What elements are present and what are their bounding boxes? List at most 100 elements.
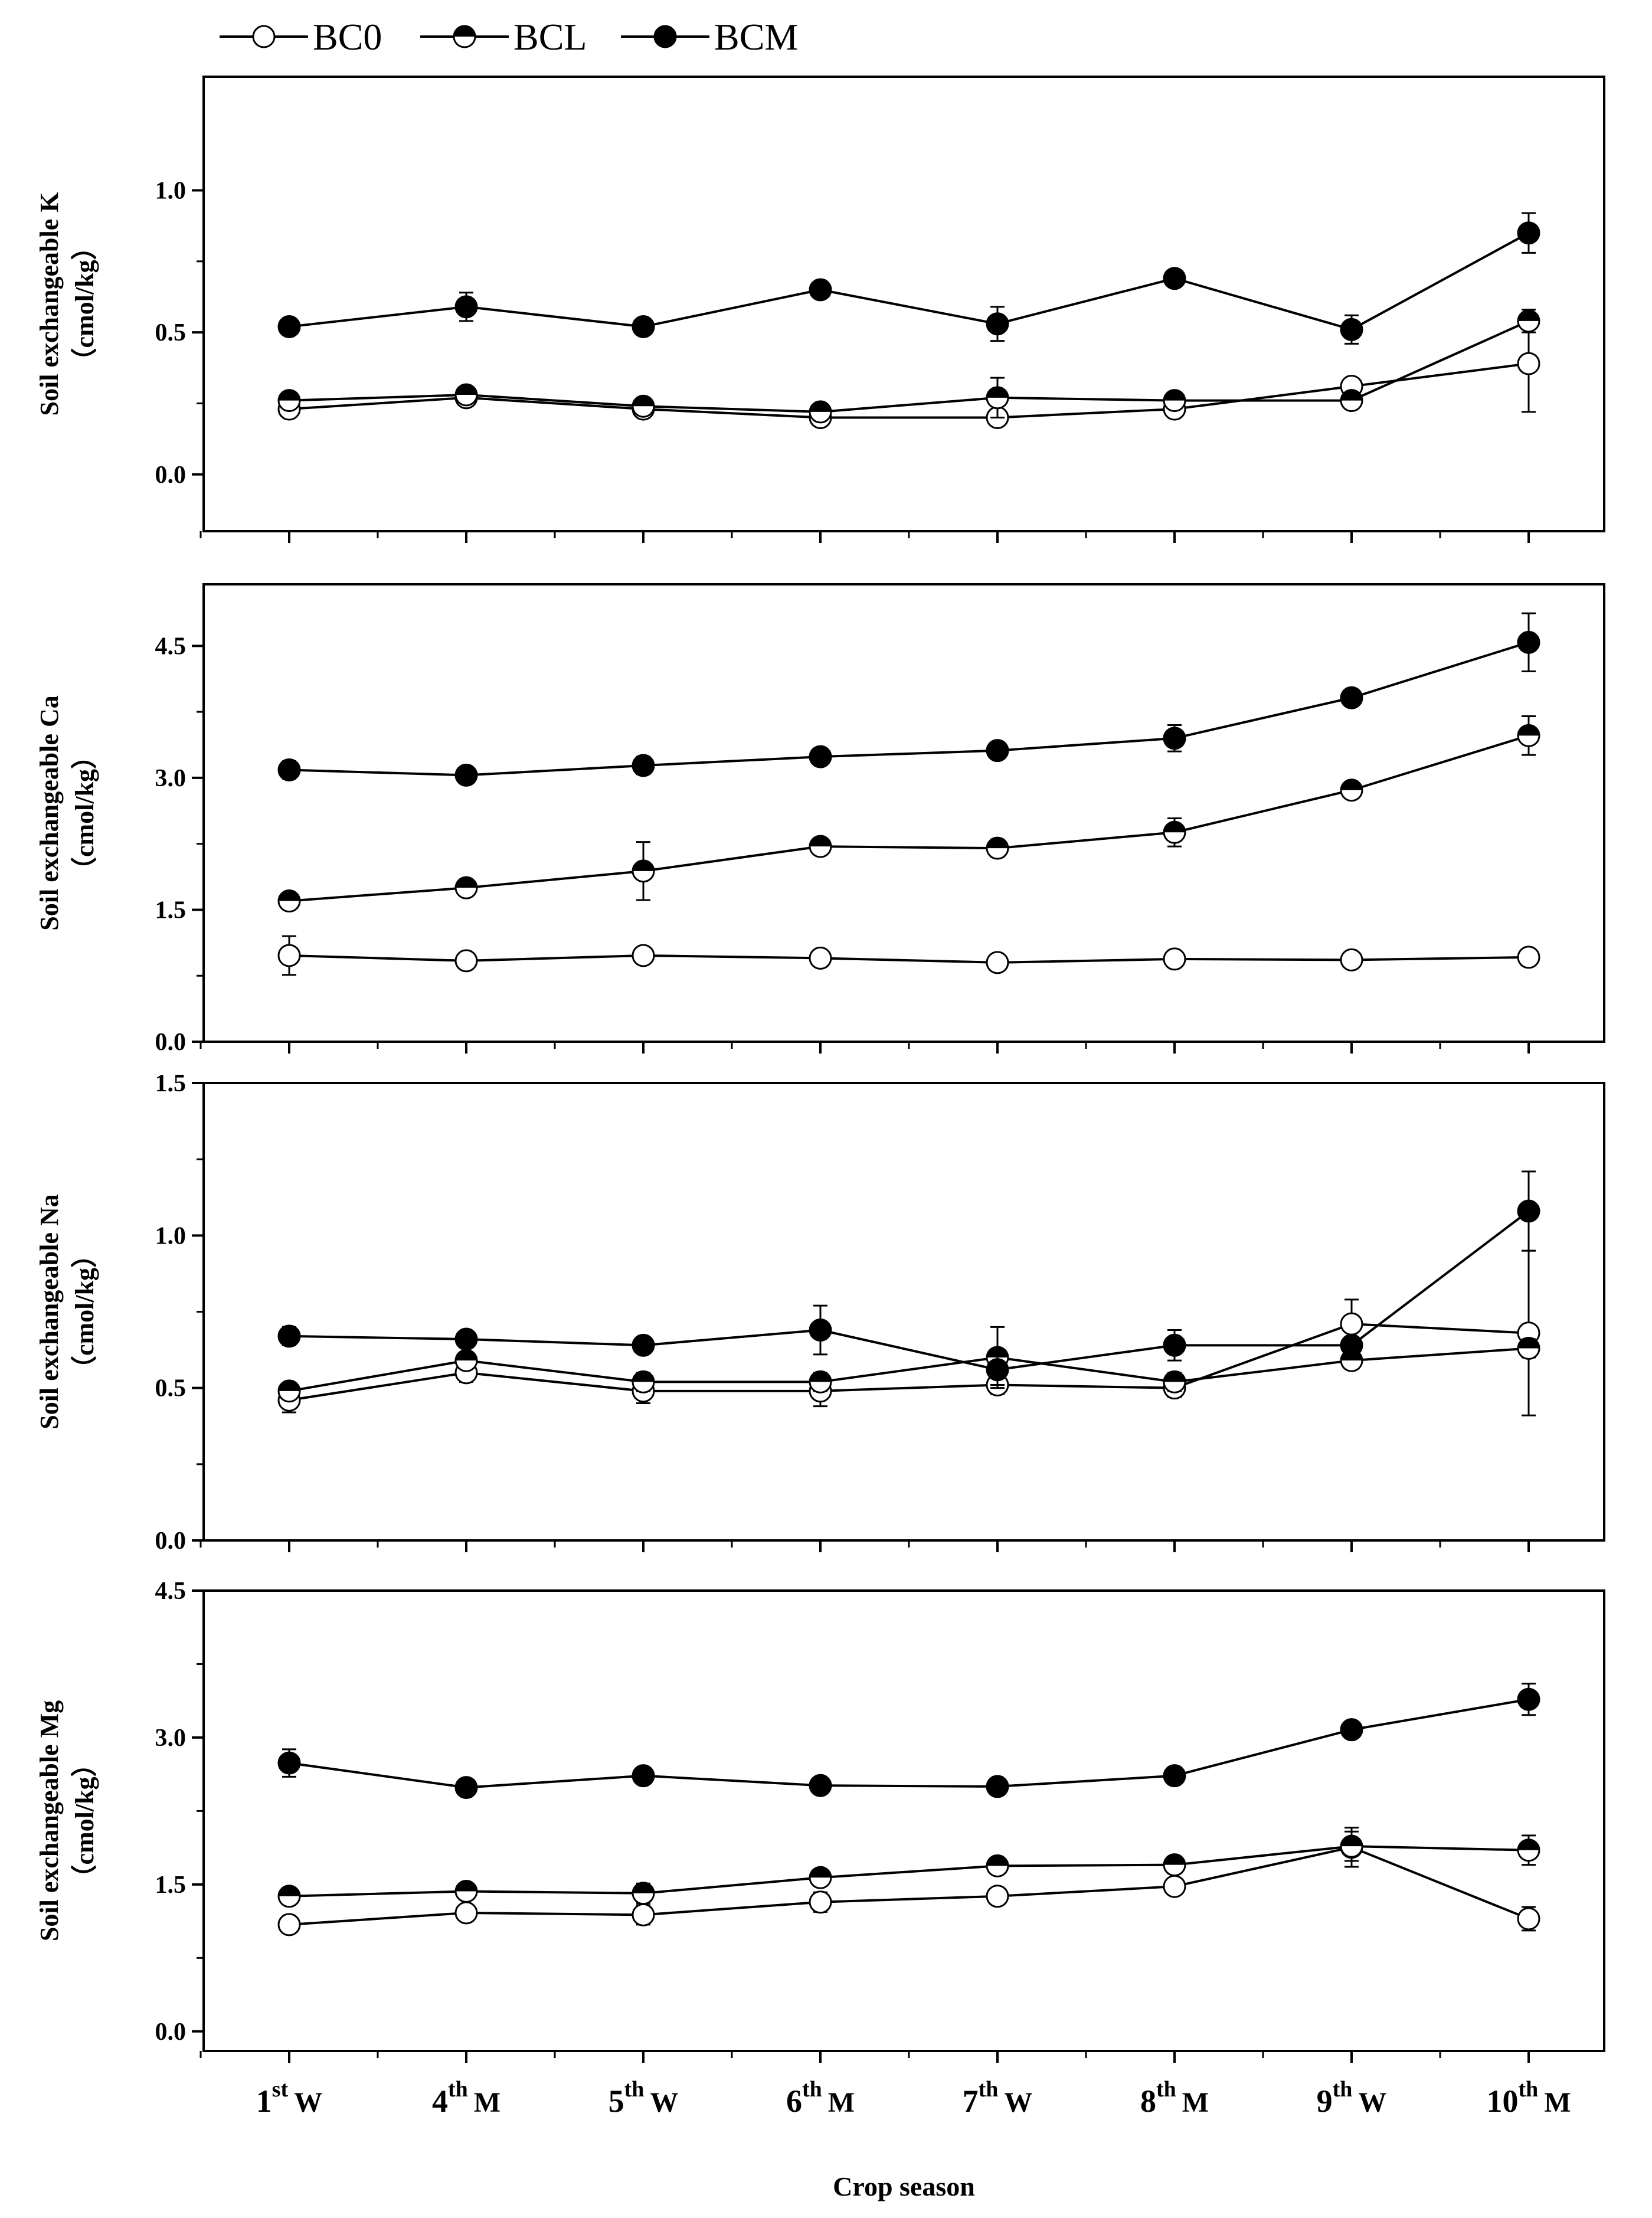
legend-label-bc0: BC0 xyxy=(313,16,382,58)
x-tick-suffix: W xyxy=(294,2087,322,2118)
data-point-bcm-shape xyxy=(454,295,478,319)
data-point-bcm xyxy=(632,315,655,338)
data-point-bcm-shape xyxy=(1517,1687,1540,1711)
y-tick-label: 4.5 xyxy=(155,633,187,660)
data-point-bcl xyxy=(632,859,655,883)
data-point-bc0 xyxy=(986,951,1009,974)
data-point-bc0-shape xyxy=(454,949,478,973)
data-point-bcl xyxy=(454,1879,478,1903)
data-point-bc0 xyxy=(454,949,478,973)
data-point-bcl xyxy=(1163,1853,1186,1877)
data-point-bcm xyxy=(1517,221,1540,245)
data-point-bcl-fill xyxy=(456,1880,477,1892)
data-point-bc0-shape xyxy=(1517,946,1540,969)
data-point-bcl xyxy=(454,1349,478,1372)
data-point-bc0 xyxy=(277,944,301,967)
series-line-bcl xyxy=(289,320,1529,413)
data-point-bcl xyxy=(632,1370,655,1393)
x-tick-superscript: th xyxy=(802,2077,822,2102)
data-point-bcm-shape xyxy=(632,754,655,777)
legend-marker-bc0-shape xyxy=(252,25,276,48)
x-tick-superscript: th xyxy=(448,2077,468,2102)
data-point-bcl-fill xyxy=(1164,390,1185,401)
series-bcm xyxy=(277,1683,1540,1800)
data-point-bcm xyxy=(454,1776,478,1800)
data-point-bcl xyxy=(1163,820,1186,844)
x-tick-number: 7 xyxy=(963,2083,979,2119)
data-point-bcl-fill xyxy=(1341,1836,1362,1847)
series-bcl xyxy=(277,1830,1540,1908)
data-point-bcl xyxy=(277,1885,301,1908)
y-axis-unit: （cmol/kg） xyxy=(70,234,99,374)
data-point-bcl xyxy=(1163,1370,1186,1393)
y-axis-label: Soil exchangeable Na xyxy=(35,1194,64,1429)
data-point-bcm xyxy=(1340,1718,1363,1742)
x-tick-suffix: M xyxy=(828,2087,855,2118)
data-point-bcm xyxy=(632,1764,655,1788)
data-point-bcm-shape xyxy=(454,1776,478,1800)
data-point-bcl-fill xyxy=(456,384,477,395)
data-point-bcm xyxy=(1517,630,1540,654)
data-point-bcm-shape xyxy=(809,1319,832,1342)
data-point-bcl xyxy=(277,1379,301,1403)
data-point-bc0 xyxy=(809,946,832,970)
data-point-bcl xyxy=(454,876,478,899)
y-tick-label: 0.5 xyxy=(155,319,187,346)
y-tick-label: 0.0 xyxy=(155,2019,187,2046)
data-point-bcm xyxy=(277,1751,301,1775)
data-point-bcm xyxy=(277,758,301,781)
data-point-bcm xyxy=(1340,318,1363,341)
data-point-bcm-shape xyxy=(1517,1199,1540,1223)
data-point-bcm xyxy=(1340,1333,1363,1357)
data-point-bcl-fill xyxy=(987,1855,1008,1866)
y-axis-unit: （cmol/kg） xyxy=(70,1242,99,1382)
series-bcm xyxy=(277,1170,1540,1386)
data-point-bcm-shape xyxy=(454,1327,478,1351)
data-point-bcm xyxy=(277,1324,301,1348)
data-point-bcl xyxy=(986,1854,1009,1877)
data-point-bcm xyxy=(809,1774,832,1797)
plot-frame xyxy=(202,583,1605,1043)
series-line-bcl xyxy=(289,1347,1529,1392)
data-point-bcl xyxy=(454,383,478,407)
data-point-bcm-shape xyxy=(809,278,832,302)
data-point-bcl-fill xyxy=(1341,390,1362,401)
data-point-bc0 xyxy=(809,1890,832,1914)
data-point-bcl xyxy=(1340,1834,1363,1858)
data-point-bcm-shape xyxy=(1517,221,1540,245)
plot-frame xyxy=(202,76,1605,532)
x-tick-number: 10 xyxy=(1486,2083,1518,2119)
series-bcl xyxy=(277,715,1540,913)
legend-item-bcl: BCL xyxy=(420,16,587,58)
data-point-bcl xyxy=(809,835,832,858)
data-point-bcm xyxy=(277,315,301,338)
data-point-bcm xyxy=(986,739,1009,763)
data-point-bcl-fill xyxy=(810,836,831,847)
legend-label-bcm: BCM xyxy=(714,16,798,58)
data-point-bcl xyxy=(1517,309,1540,333)
data-point-bcm-shape xyxy=(809,1774,832,1797)
data-point-bcl-fill xyxy=(810,1867,831,1878)
data-point-bcm-shape xyxy=(1517,630,1540,654)
data-point-bcl-fill xyxy=(810,401,831,412)
y-axis-unit: （cmol/kg） xyxy=(70,743,99,883)
data-point-bcm-shape xyxy=(1340,1718,1363,1742)
data-point-bcm-shape xyxy=(632,1764,655,1788)
data-point-bc0 xyxy=(1340,1312,1363,1336)
data-point-bcm-shape xyxy=(809,745,832,768)
x-tick-number: 9 xyxy=(1317,2083,1333,2119)
y-tick-label: 0.5 xyxy=(155,1375,187,1402)
y-tick-label: 1.5 xyxy=(155,897,187,924)
data-point-bc0-shape xyxy=(809,1890,832,1914)
data-point-bcl-fill xyxy=(1164,1371,1185,1382)
x-tick-suffix: M xyxy=(1182,2087,1209,2118)
data-point-bc0-shape xyxy=(809,946,832,970)
data-point-bcm xyxy=(1340,686,1363,709)
data-point-bcm xyxy=(1163,1333,1186,1357)
data-point-bcm-shape xyxy=(986,739,1009,763)
data-point-bc0-shape xyxy=(277,944,301,967)
data-point-bcl xyxy=(277,889,301,913)
data-point-bc0-shape xyxy=(277,1913,301,1936)
data-point-bcm-shape xyxy=(277,758,301,781)
